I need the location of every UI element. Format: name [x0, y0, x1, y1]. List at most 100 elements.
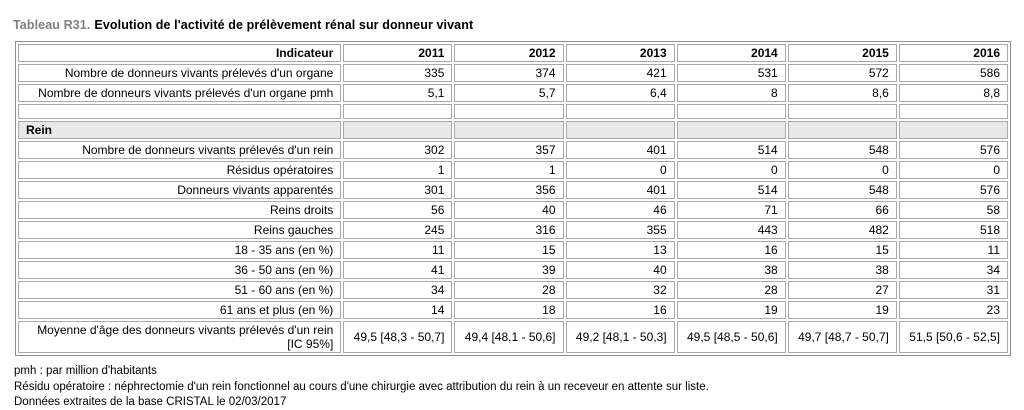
cell-value: 482	[787, 221, 897, 239]
spacer-cell	[676, 104, 786, 119]
cell-value: 245	[343, 221, 453, 239]
table-body: Nombre de donneurs vivants prélevés d'un…	[18, 64, 1008, 353]
cell-value: 548	[787, 141, 897, 159]
cell-value: 16	[565, 301, 675, 319]
section-empty-cell	[343, 121, 453, 139]
table-header-row: Indicateur 2011 2012 2013 2014 2015 2016	[18, 44, 1008, 62]
table-title: Tableau R31. Evolution de l'activité de p…	[13, 18, 1010, 32]
cell-value: 1	[454, 161, 564, 179]
row-label: Nombre de donneurs vivants prélevés d'un…	[18, 84, 342, 102]
cell-value: 34	[343, 281, 453, 299]
cell-value: 66	[787, 201, 897, 219]
cell-value: 13	[565, 241, 675, 259]
table-row: 18 - 35 ans (en %) 11 15 13 16 15 11	[18, 241, 1008, 259]
data-table: Indicateur 2011 2012 2013 2014 2015 2016 Nomb…	[15, 41, 1011, 356]
cell-value: 8,6	[787, 84, 897, 102]
table-row: Moyenne d'âge des donneurs vivants préle…	[18, 321, 1008, 353]
cell-value: 14	[343, 301, 453, 319]
table-title-text: Evolution de l'activité de prélèvement r…	[94, 18, 474, 32]
cell-value: 40	[454, 201, 564, 219]
cell-value: 356	[454, 181, 564, 199]
section-empty-cell	[676, 121, 786, 139]
cell-value: 421	[565, 64, 675, 82]
row-label: Nombre de donneurs vivants prélevés d'un…	[18, 141, 342, 159]
cell-value: 18	[454, 301, 564, 319]
column-header-year-2013: 2013	[565, 44, 675, 62]
cell-value: 56	[343, 201, 453, 219]
row-label: 36 - 50 ans (en %)	[18, 261, 342, 279]
column-header-year-2012: 2012	[454, 44, 564, 62]
cell-value: 316	[454, 221, 564, 239]
cell-value: 6,4	[565, 84, 675, 102]
cell-value: 19	[676, 301, 786, 319]
cell-value: 301	[343, 181, 453, 199]
cell-value: 23	[898, 301, 1008, 319]
footnote-residu-operatoire: Résidu opératoire : néphrectomie d'un re…	[14, 380, 709, 393]
cell-value: 46	[565, 201, 675, 219]
cell-value: 514	[676, 141, 786, 159]
row-label: Moyenne d'âge des donneurs vivants préle…	[18, 321, 342, 353]
cell-value: 49,2 [48,1 - 50,3]	[565, 321, 675, 353]
row-label: 51 - 60 ans (en %)	[18, 281, 342, 299]
footnote-data-source: Données extraites de la base CRISTAL le …	[14, 396, 287, 408]
section-empty-cell	[787, 121, 897, 139]
cell-value: 49,7 [48,7 - 50,7]	[787, 321, 897, 353]
cell-value: 401	[565, 181, 675, 199]
spacer-row	[18, 104, 1008, 119]
cell-value: 302	[343, 141, 453, 159]
cell-value: 5,7	[454, 84, 564, 102]
cell-value: 15	[454, 241, 564, 259]
cell-value: 41	[343, 261, 453, 279]
cell-value: 51,5 [50,6 - 52,5]	[898, 321, 1008, 353]
cell-value: 572	[787, 64, 897, 82]
cell-value: 5,1	[343, 84, 453, 102]
table-row: Reins droits 56 40 46 71 66 58	[18, 201, 1008, 219]
cell-value: 548	[787, 181, 897, 199]
cell-value: 39	[454, 261, 564, 279]
cell-value: 0	[898, 161, 1008, 179]
spacer-cell	[454, 104, 564, 119]
cell-value: 355	[565, 221, 675, 239]
cell-value: 16	[676, 241, 786, 259]
row-label: Reins droits	[18, 201, 342, 219]
row-label: Résidus opératoires	[18, 161, 342, 179]
cell-value: 49,5 [48,3 - 50,7]	[343, 321, 453, 353]
section-empty-cell	[454, 121, 564, 139]
section-row-rein: Rein	[18, 121, 1008, 139]
table-row: 36 - 50 ans (en %) 41 39 40 38 38 34	[18, 261, 1008, 279]
cell-value: 514	[676, 181, 786, 199]
cell-value: 38	[787, 261, 897, 279]
cell-value: 0	[565, 161, 675, 179]
cell-value: 15	[787, 241, 897, 259]
table-row: Nombre de donneurs vivants prélevés d'un…	[18, 84, 1008, 102]
footnote-pmh: pmh : par million d'habitants	[14, 365, 157, 377]
cell-value: 576	[898, 141, 1008, 159]
cell-value: 0	[787, 161, 897, 179]
spacer-cell	[898, 104, 1008, 119]
cell-value: 58	[898, 201, 1008, 219]
row-label: 61 ans et plus (en %)	[18, 301, 342, 319]
cell-value: 34	[898, 261, 1008, 279]
column-header-year-2011: 2011	[343, 44, 453, 62]
section-empty-cell	[565, 121, 675, 139]
cell-value: 19	[787, 301, 897, 319]
table-row: Donneurs vivants apparentés 301 356 401 514 5…	[18, 181, 1008, 199]
column-header-year-2014: 2014	[676, 44, 786, 62]
row-label: Nombre de donneurs vivants prélevés d'un…	[18, 64, 342, 82]
cell-value: 8,8	[898, 84, 1008, 102]
table-row: 61 ans et plus (en %) 14 18 16 19 19 23	[18, 301, 1008, 319]
column-header-year-2016: 2016	[898, 44, 1008, 62]
spacer-cell	[565, 104, 675, 119]
table-title-number: Tableau R31.	[13, 18, 91, 32]
cell-value: 38	[676, 261, 786, 279]
cell-value: 357	[454, 141, 564, 159]
cell-value: 531	[676, 64, 786, 82]
cell-value: 374	[454, 64, 564, 82]
cell-value: 518	[898, 221, 1008, 239]
cell-value: 401	[565, 141, 675, 159]
cell-value: 40	[565, 261, 675, 279]
cell-value: 31	[898, 281, 1008, 299]
cell-value: 586	[898, 64, 1008, 82]
cell-value: 11	[898, 241, 1008, 259]
